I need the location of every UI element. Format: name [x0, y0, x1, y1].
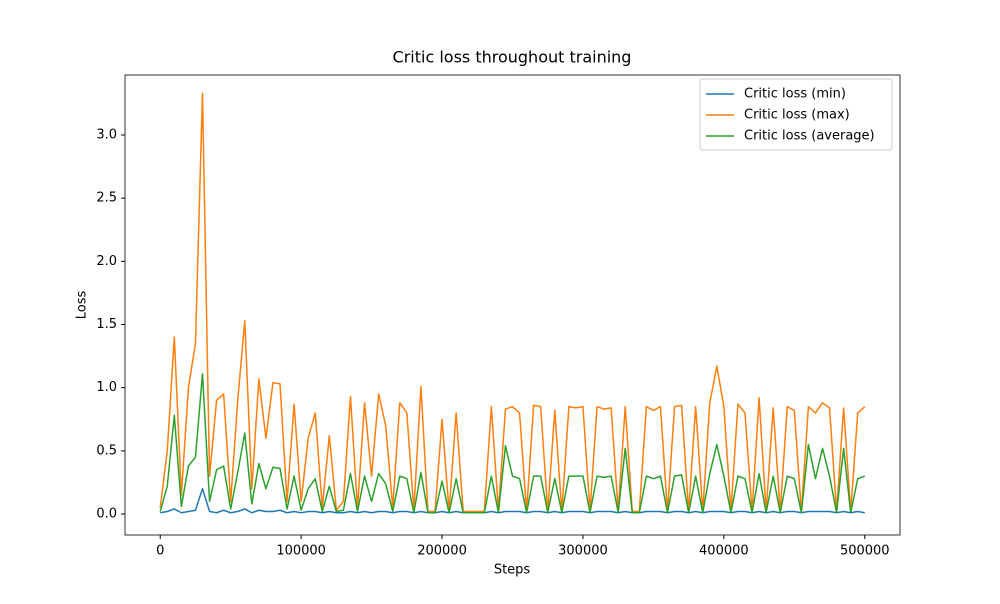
y-tick-label: 1.0: [96, 380, 117, 395]
line-series: [159, 373, 866, 514]
x-tick-label: 100000: [276, 544, 326, 559]
y-tick-label: 2.5: [96, 191, 117, 206]
x-axis-label: Steps: [494, 563, 531, 578]
chart-title: Critic loss throughout training: [393, 48, 632, 67]
x-tick-label: 300000: [558, 544, 608, 559]
y-tick-label: 0.5: [96, 443, 117, 458]
legend-label: Critic loss (min): [744, 87, 846, 102]
y-tick-label: 3.0: [96, 128, 117, 143]
legend-box: [699, 78, 893, 151]
x-tick-label: 200000: [417, 544, 467, 559]
y-axis-label: Loss: [75, 291, 90, 320]
line-series: [159, 92, 866, 513]
x-tick-label: 400000: [699, 544, 749, 559]
x-tick-label: 0: [156, 544, 164, 559]
x-tick-label: 500000: [840, 544, 890, 559]
y-tick-label: 2.0: [96, 254, 117, 269]
y-tick-label: 1.5: [96, 317, 117, 332]
line-series: [160, 488, 865, 514]
y-tick-label: 0.0: [96, 507, 117, 522]
plot-frame: [124, 74, 901, 536]
legend-label: Critic loss (max): [744, 108, 850, 123]
legend-label: Critic loss (average): [744, 129, 875, 144]
